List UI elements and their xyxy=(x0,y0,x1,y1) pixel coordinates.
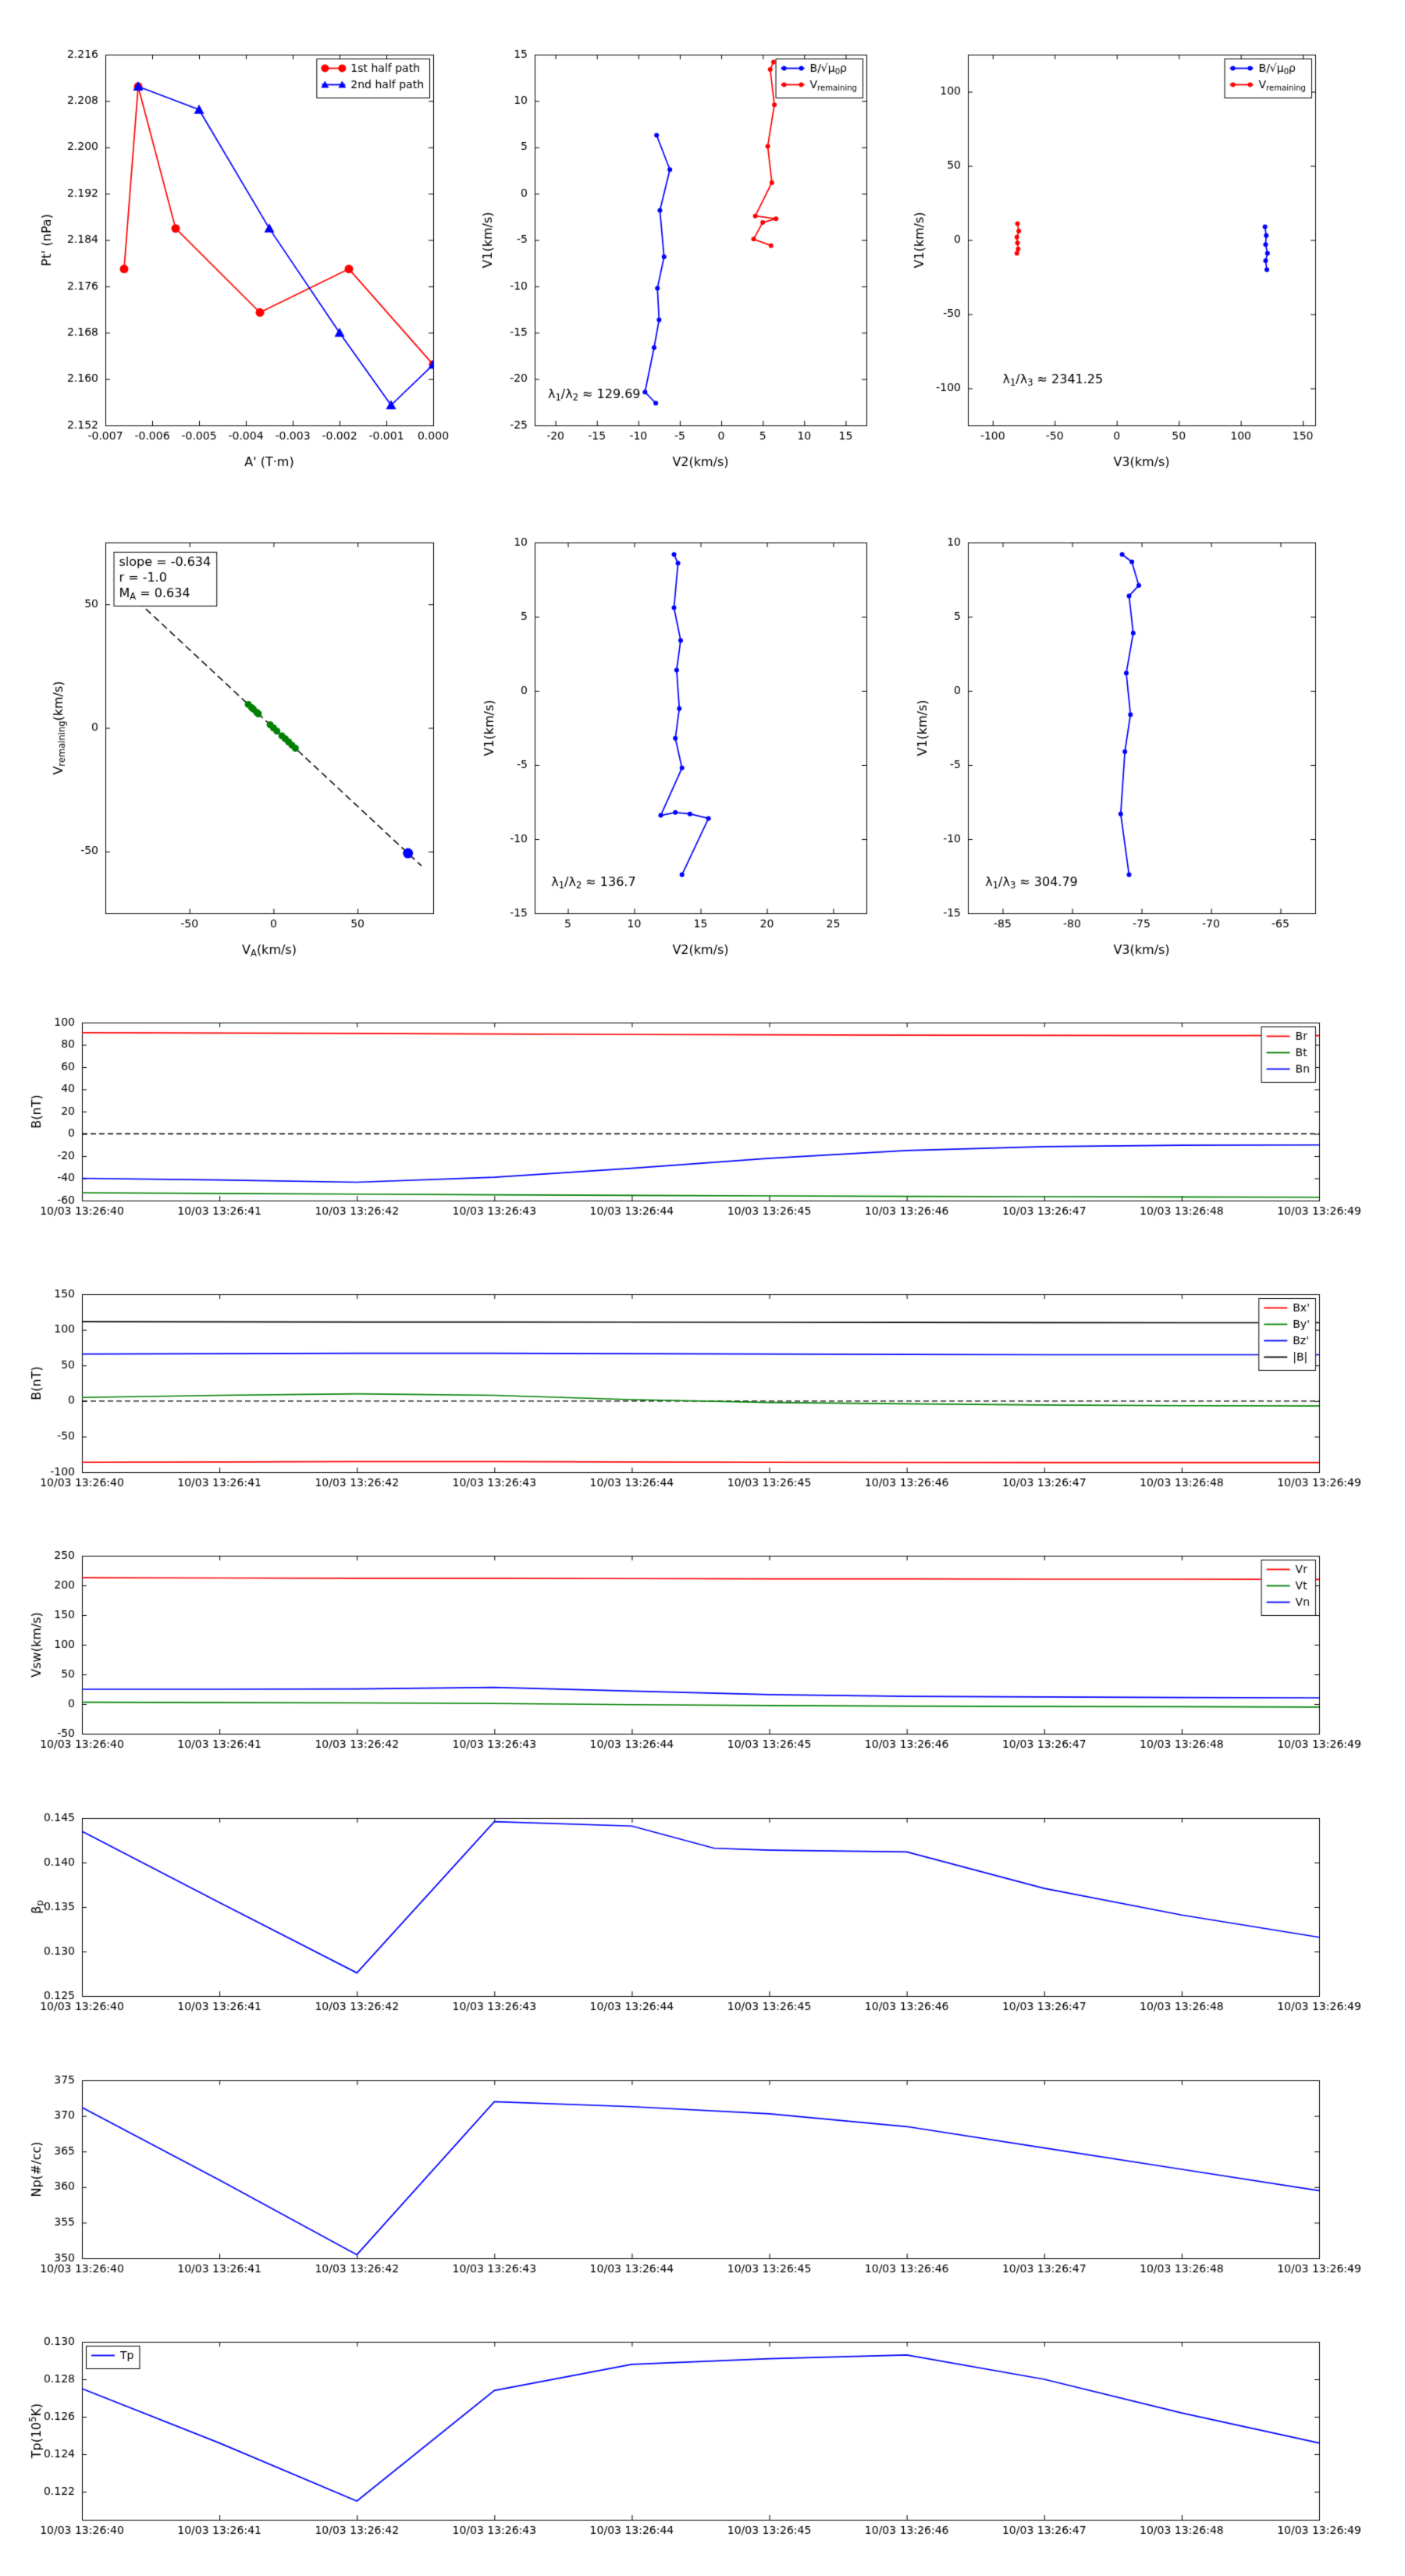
walen-test-canvas xyxy=(16,500,461,977)
plot-plasma-beta: Plasma Beta xyxy=(16,1779,1389,2013)
plot-hodogram-v2v1-mvav: Hodogram (V2_V1 MVAV_remaining frame) xyxy=(468,500,902,977)
plot-magnetic-field-flux-rope: Magnetic Field (Flux Rope Frame) xyxy=(16,1255,1389,1489)
hodogram-v2v1-mvab-canvas xyxy=(468,12,902,489)
proton-temperature-canvas xyxy=(16,2303,1389,2537)
hodogram-v3v1-mvab-canvas xyxy=(902,12,1358,489)
plot-proton-density: Proton Number Density xyxy=(16,2041,1389,2275)
plot-hodogram-v3v1-mvab: Hodogram(V3_V1 MVAB frame) xyxy=(902,12,1358,489)
magnetic-field-flux-rope-canvas xyxy=(16,1255,1389,1489)
plot-hodogram-v2v1-mvab: Hodogram(V2_V1 MVAB frame) xyxy=(468,12,902,489)
proton-density-canvas xyxy=(16,2041,1389,2275)
hodogram-v2v1-mvav-canvas xyxy=(468,500,902,977)
hodogram-v3v1-mvav-canvas xyxy=(902,500,1358,977)
magnetic-field-rtn-canvas xyxy=(16,984,1389,1218)
transverse-pressure-canvas xyxy=(16,12,461,489)
plot-transverse-pressure: Transverse pressure xyxy=(16,12,461,489)
plasma-beta-canvas xyxy=(16,1779,1389,2013)
plot-proton-temperature: Proton Temperature and Te/Tp xyxy=(16,2303,1389,2537)
plot-solar-wind-velocity: Solar Wind Velocity (RTN Frame) xyxy=(16,1517,1389,1751)
plot-hodogram-v3v1-mvav: Hodogram (V3_V1 MVAV_remaining frame) xyxy=(902,500,1358,977)
plot-walen-test: WalenTest xyxy=(16,500,461,977)
solar-wind-velocity-canvas xyxy=(16,1517,1389,1751)
plot-magnetic-field-rtn: Magnetic Field (RTN Frame) xyxy=(16,984,1389,1218)
